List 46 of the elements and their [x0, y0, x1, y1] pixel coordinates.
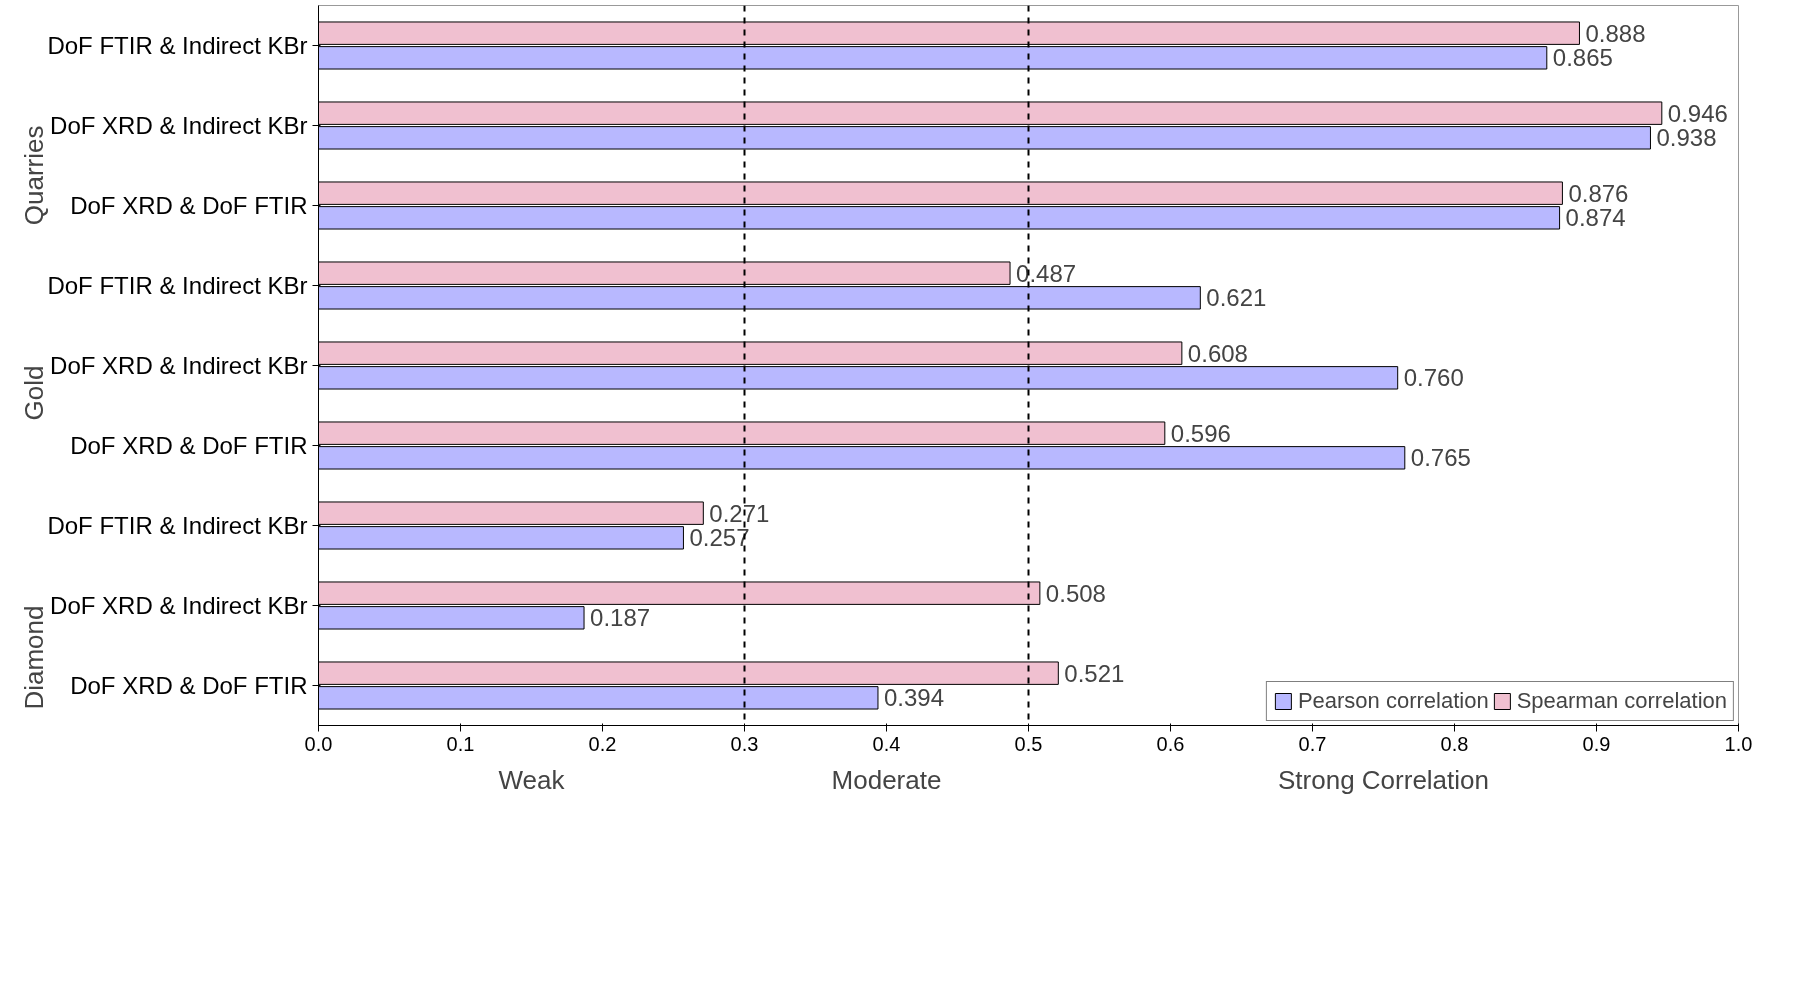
text: Moderate	[831, 764, 942, 795]
y-tick-label: DoF FTIR & Indirect KBr	[47, 32, 308, 59]
text: Diamond	[18, 605, 49, 710]
text: Weak	[498, 764, 566, 795]
y-tick-label: DoF XRD & Indirect KBr	[50, 112, 308, 139]
data-label: 0.888	[1585, 19, 1646, 47]
x-tick-label: 0.8	[1440, 732, 1469, 755]
data-label: 0.487	[1016, 259, 1077, 287]
y-tick-label: DoF XRD & Indirect KBr	[50, 352, 308, 379]
data-label: 0.946	[1667, 99, 1728, 127]
data-label: 0.271	[709, 499, 770, 527]
x-tick-label: 0.7	[1298, 732, 1327, 755]
x-tick-label: 0.1	[446, 732, 475, 755]
x-tick-label: 0.6	[1156, 732, 1185, 755]
x-tick-label: 0.9	[1582, 732, 1611, 755]
data-label: 0.508	[1045, 579, 1106, 607]
y-tick-label: DoF FTIR & Indirect KBr	[47, 512, 308, 539]
x-tick-label: 0.2	[588, 732, 617, 755]
data-label: 0.621	[1206, 284, 1267, 312]
data-label: 0.521	[1064, 659, 1125, 687]
data-label: 0.938	[1656, 124, 1717, 152]
x-tick-label: 0.4	[872, 732, 901, 755]
legend-label: Spearman correlation	[1516, 688, 1727, 714]
y-tick-label: DoF XRD & DoF FTIR	[70, 192, 308, 219]
y-tick-label: DoF FTIR & Indirect KBr	[47, 272, 308, 299]
data-label: 0.257	[689, 524, 750, 552]
y-tick-label: DoF XRD & Indirect KBr	[50, 592, 308, 619]
text: Gold	[18, 365, 49, 421]
y-tick-label: DoF XRD & DoF FTIR	[70, 432, 308, 459]
data-label: 0.765	[1410, 444, 1471, 472]
x-tick-label: 0.5	[1014, 732, 1043, 755]
data-label: 0.865	[1552, 44, 1613, 72]
y-tick-label: DoF XRD & DoF FTIR	[70, 672, 308, 699]
data-label: 0.876	[1568, 179, 1629, 207]
x-tick-label: 1.0	[1724, 732, 1753, 755]
data-label: 0.874	[1565, 204, 1626, 232]
legend-label: Pearson correlation	[1297, 688, 1489, 714]
data-label: 0.596	[1170, 419, 1231, 447]
text: Quarries	[18, 125, 49, 226]
data-label: 0.394	[883, 684, 945, 712]
x-tick-label: 0.3	[730, 732, 759, 755]
x-tick-label: 0.0	[304, 732, 333, 755]
text: Strong Correlation	[1278, 764, 1489, 795]
data-label: 0.608	[1187, 339, 1248, 367]
data-label: 0.760	[1403, 364, 1464, 392]
data-label: 0.187	[590, 604, 651, 632]
